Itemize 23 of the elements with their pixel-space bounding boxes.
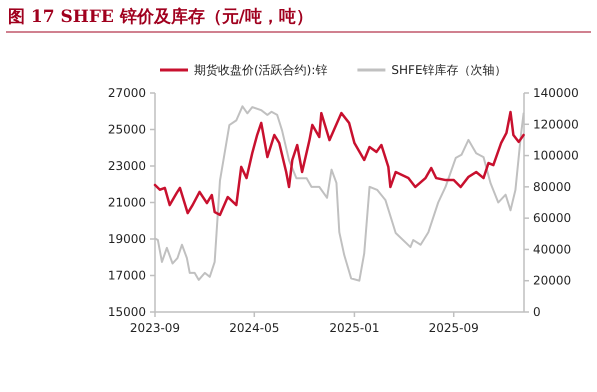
- y2-tick-label: 60000: [533, 211, 572, 226]
- chart-title: 图 17 SHFE 锌价及库存（元/吨，吨）: [8, 7, 313, 27]
- y2-tick-label: 0: [533, 305, 541, 319]
- x-tick-label: 2023-09: [130, 321, 180, 335]
- x-tick-label: 2025-09: [428, 321, 479, 335]
- y-tick-label: 23000: [108, 159, 146, 173]
- y2-tick-label: 40000: [533, 242, 572, 256]
- y2-tick-label: 80000: [533, 180, 572, 194]
- y2-tick-label: 140000: [533, 86, 579, 100]
- y2-tick-label: 100000: [533, 148, 579, 163]
- y2-tick-label: 20000: [533, 274, 572, 288]
- x-tick-label: 2025-01: [329, 321, 380, 335]
- y-tick-label: 19000: [108, 232, 146, 246]
- y-tick-label: 21000: [108, 196, 146, 210]
- y-tick-label: 25000: [108, 122, 146, 136]
- title: 图 17 SHFE 锌价及库存（元/吨，吨）: [6, 7, 592, 32]
- y-tick-label: 27000: [108, 86, 146, 100]
- legend-label: 期货收盘价(活跃合约):锌: [194, 63, 328, 77]
- y-tick-label: 17000: [108, 268, 146, 282]
- y-tick-label: 15000: [108, 305, 146, 319]
- legend-label: SHFE锌库存（次轴）: [391, 63, 507, 77]
- x-tick-label: 2024-05: [229, 321, 280, 335]
- y2-tick-label: 120000: [533, 117, 579, 132]
